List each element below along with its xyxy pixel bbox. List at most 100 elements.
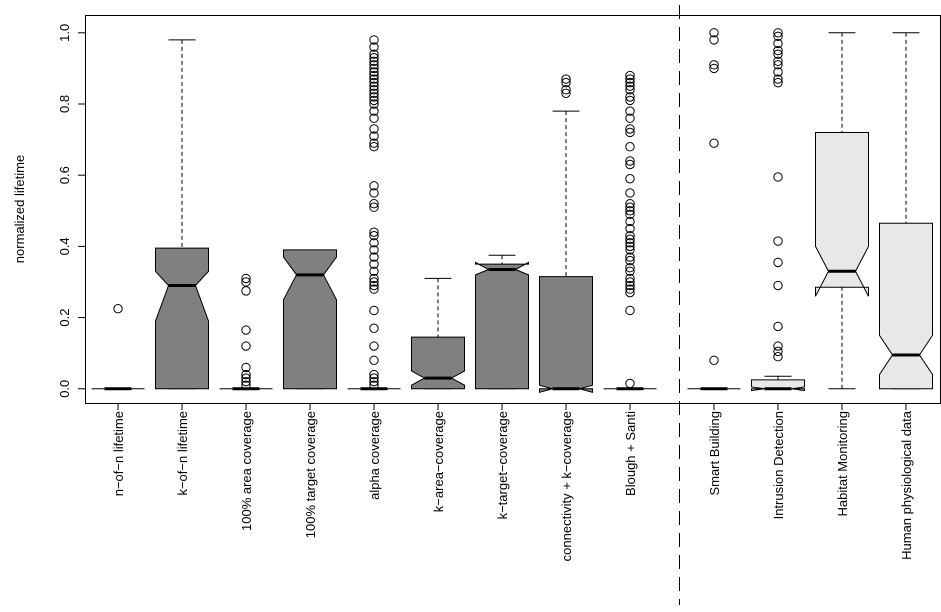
outlier [369,60,379,70]
outlier [369,227,379,237]
outlier [625,266,635,276]
outlier [625,113,635,123]
outlier [625,209,635,220]
outlier [369,259,379,269]
outlier [369,77,379,88]
outlier [625,378,635,389]
box [283,249,337,390]
outlier [369,380,379,390]
outlier [241,341,251,351]
outlier [773,67,783,77]
outlier [625,305,635,316]
outlier [773,45,783,56]
outlier [709,138,719,148]
x-tick-label: n−of−n lifetime [111,411,126,496]
outlier [369,70,379,81]
outlier [369,198,379,209]
outlier [625,202,635,212]
outlier [241,273,251,284]
x-tick-label: k−area−coverage [431,411,446,512]
y-tick-label: 0.4 [57,237,72,255]
box [475,261,529,390]
outlier [773,56,783,66]
outlier [369,280,379,291]
outlier [369,341,379,351]
outlier [241,373,251,383]
outlier [625,255,635,266]
outlier [625,159,635,170]
outlier [773,236,783,246]
outlier [625,198,635,209]
outlier [369,49,379,59]
outlier [369,138,379,148]
outlier [773,31,783,42]
outlier [369,131,379,141]
outlier [241,376,251,387]
outlier [773,280,783,291]
outlier [369,99,379,109]
x-tick-label: k−target−coverage [495,411,510,519]
outlier [625,284,635,294]
x-tick-label: Blough + Santi [623,411,638,496]
outlier [625,234,635,244]
x-tick-label: 100% area coverage [239,411,254,531]
outlier [369,284,379,294]
outlier [369,202,379,212]
outlier [113,303,123,314]
outlier [369,323,379,333]
y-tick-label: 0.0 [57,380,72,398]
outlier [625,85,635,95]
outlier [369,273,379,284]
outlier [773,77,783,88]
y-axis-title: normalized lifetime [12,155,27,263]
outlier [625,156,635,166]
outlier [625,188,635,198]
outlier [625,106,635,116]
outlier [625,124,635,134]
outlier [369,369,379,380]
outlier [369,277,379,287]
outlier [369,188,379,198]
outlier [625,174,635,184]
outlier [625,81,635,91]
outlier [625,223,635,234]
x-tick-label: connectivity + k−coverage [559,411,574,561]
outlier [369,35,379,45]
outlier [369,124,379,134]
outlier [369,230,379,241]
outlier [625,245,635,255]
outlier [625,280,635,291]
outlier [369,63,379,74]
x-tick-label: Habitat Monitoring [835,411,850,517]
outlier [561,77,571,88]
outlier [625,252,635,262]
outlier [369,181,379,191]
outlier [773,49,783,59]
outlier [369,95,379,106]
x-tick-label: 100% target coverage [303,411,318,538]
outlier [773,257,783,268]
outlier [625,142,635,152]
outlier [625,74,635,84]
outlier [625,273,635,284]
outlier [241,362,251,373]
outlier [625,127,635,138]
y-tick-label: 1.0 [57,24,72,42]
x-tick-label: alpha coverage [367,411,382,500]
y-tick-label: 0.8 [57,95,72,113]
box [539,276,593,393]
outlier [369,305,379,316]
outlier [241,369,251,380]
outlier [369,238,379,248]
outlier [241,286,251,296]
outlier [625,238,635,248]
outlier [709,60,719,70]
outlier [561,74,571,84]
outlier [369,373,379,383]
outlier [369,81,379,91]
outlier [625,92,635,102]
outlier [773,74,783,84]
outlier [369,53,379,63]
